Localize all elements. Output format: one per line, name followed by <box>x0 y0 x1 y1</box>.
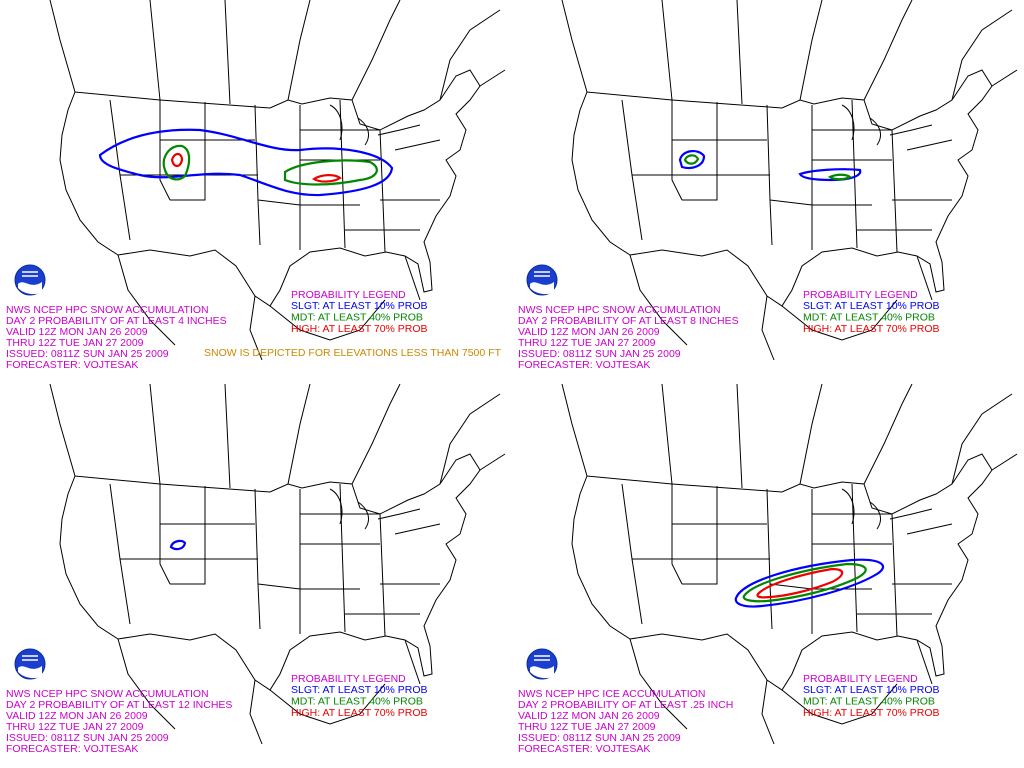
slgt-contour <box>734 558 884 608</box>
header-line: DAY 2 PROBABILITY OF AT LEAST 4 INCHES <box>6 315 227 327</box>
legend-item: MDT: AT LEAST 40% PROB <box>803 311 935 323</box>
header-line: THRU 12Z TUE JAN 27 2009 <box>6 721 144 733</box>
slgt-contour <box>798 168 862 182</box>
legend-item: MDT: AT LEAST 40% PROB <box>291 695 423 707</box>
header-line: VALID 12Z MON JAN 26 2009 <box>518 710 660 722</box>
header-line: FORECASTER: VOJTESAK <box>518 743 650 755</box>
header-line: NWS NCEP HPC SNOW ACCUMULATION <box>6 688 209 700</box>
panel-4 <box>527 384 1017 744</box>
header-line: NWS NCEP HPC ICE ACCUMULATION <box>518 688 705 700</box>
note: SNOW IS DEPICTED FOR ELEVATIONS LESS THA… <box>204 347 502 359</box>
legend-item: HIGH: AT LEAST 70% PROB <box>291 323 428 335</box>
header-line: THRU 12Z TUE JAN 27 2009 <box>6 337 144 349</box>
header-line: ISSUED: 0811Z SUN JAN 25 2009 <box>6 348 169 360</box>
legend-item: HIGH: AT LEAST 70% PROB <box>803 323 940 335</box>
panel-1 <box>15 0 505 360</box>
header-line: VALID 12Z MON JAN 26 2009 <box>518 326 660 338</box>
header-line: FORECASTER: VOJTESAK <box>518 359 650 371</box>
mdt-contour <box>742 562 867 603</box>
header-line: DAY 2 PROBABILITY OF AT LEAST .25 INCH <box>518 699 733 711</box>
panel-2 <box>527 0 1017 360</box>
mdt-contour <box>827 173 853 181</box>
legend-item: SLGT: AT LEAST 10% PROB <box>803 300 940 312</box>
header-line: THRU 12Z TUE JAN 27 2009 <box>518 337 656 349</box>
legend-item: SLGT: AT LEAST 10% PROB <box>291 300 428 312</box>
legend-item: HIGH: AT LEAST 70% PROB <box>291 707 428 719</box>
header-line: ISSUED: 0811Z SUN JAN 25 2009 <box>518 348 681 360</box>
legend-item: HIGH: AT LEAST 70% PROB <box>803 707 940 719</box>
slgt-contour <box>169 539 187 551</box>
legend-title: PROBABILITY LEGEND <box>803 673 918 685</box>
legend-item: MDT: AT LEAST 40% PROB <box>291 311 423 323</box>
header-line: FORECASTER: VOJTESAK <box>6 359 138 371</box>
header-line: VALID 12Z MON JAN 26 2009 <box>6 326 148 338</box>
legend-item: SLGT: AT LEAST 10% PROB <box>803 684 940 696</box>
legend-title: PROBABILITY LEGEND <box>803 289 918 301</box>
slgt-contour <box>98 128 394 197</box>
header-line: VALID 12Z MON JAN 26 2009 <box>6 710 148 722</box>
mdt-contour <box>283 159 378 186</box>
header-line: NWS NCEP HPC SNOW ACCUMULATION <box>518 304 721 316</box>
slgt-contour <box>678 150 706 170</box>
header-line: DAY 2 PROBABILITY OF AT LEAST 12 INCHES <box>6 699 232 711</box>
panel-3 <box>15 384 505 744</box>
header-line: FORECASTER: VOJTESAK <box>6 743 138 755</box>
header-line: THRU 12Z TUE JAN 27 2009 <box>518 721 656 733</box>
high-contour <box>756 567 844 599</box>
legend-item: SLGT: AT LEAST 10% PROB <box>291 684 428 696</box>
header-line: ISSUED: 0811Z SUN JAN 25 2009 <box>6 732 169 744</box>
header-line: DAY 2 PROBABILITY OF AT LEAST 8 INCHES <box>518 315 739 327</box>
high-contour <box>311 174 342 183</box>
mdt-contour <box>162 144 191 181</box>
high-contour <box>170 152 184 168</box>
legend-title: PROBABILITY LEGEND <box>291 289 406 301</box>
legend-title: PROBABILITY LEGEND <box>291 673 406 685</box>
header-line: ISSUED: 0811Z SUN JAN 25 2009 <box>518 732 681 744</box>
legend-item: MDT: AT LEAST 40% PROB <box>803 695 935 707</box>
mdt-contour <box>683 154 700 165</box>
header-line: NWS NCEP HPC SNOW ACCUMULATION <box>6 304 209 316</box>
